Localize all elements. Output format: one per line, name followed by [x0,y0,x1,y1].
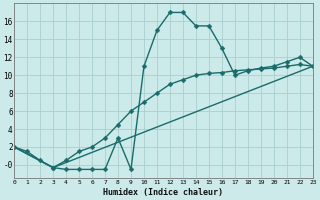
X-axis label: Humidex (Indice chaleur): Humidex (Indice chaleur) [103,188,223,197]
